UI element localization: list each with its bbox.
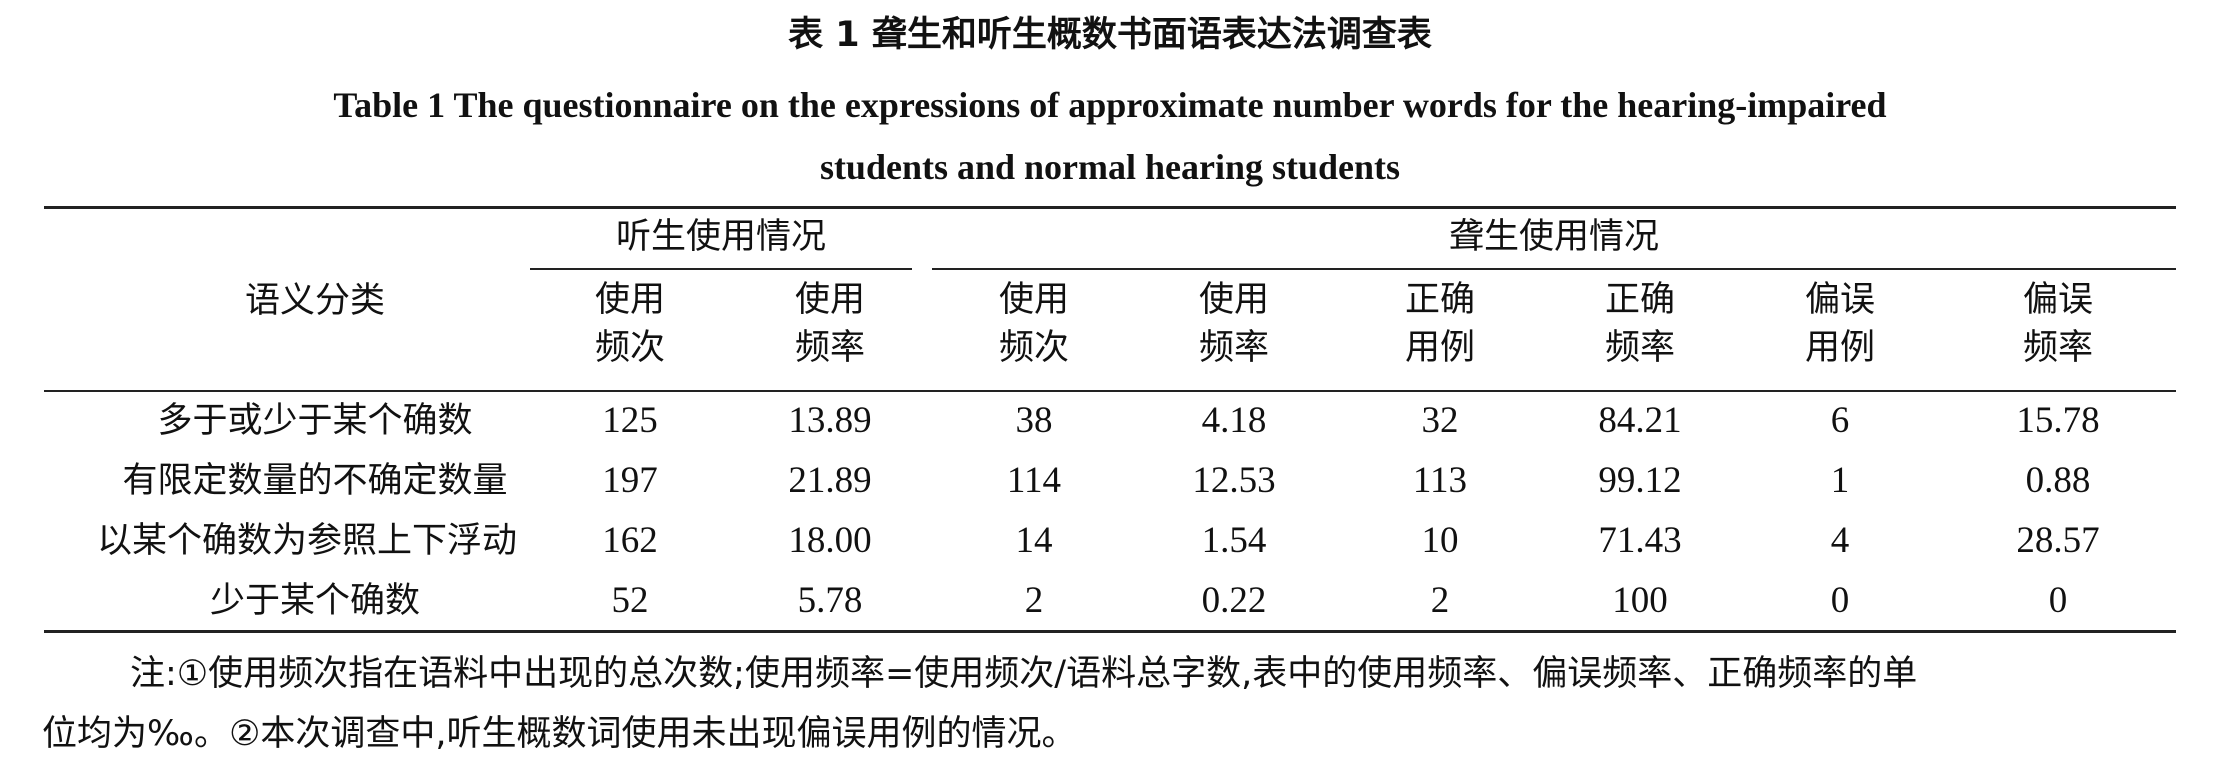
row-label-header: 语义分类 [244, 281, 385, 321]
table-cell: 0 [2048, 580, 2068, 621]
header-bottom-rule [44, 390, 2176, 392]
table-cell: 84.21 [1598, 400, 1682, 441]
table-cell: 13.89 [788, 400, 872, 441]
column-header: 正确 频率 [1540, 276, 1740, 372]
table-cell: 100 [1612, 580, 1668, 621]
column-header-line2: 频次 [998, 328, 1069, 368]
column-header: 偏误 频率 [1958, 276, 2158, 372]
table-cell: 1 [1830, 460, 1850, 501]
column-header-line1: 使用 [594, 280, 665, 320]
table-cell: 114 [1006, 460, 1062, 501]
column-header: 使用 频率 [730, 276, 930, 372]
table-cell: 28.57 [2016, 520, 2100, 561]
column-header-line1: 偏误 [2022, 280, 2093, 320]
column-header: 偏误 用例 [1740, 276, 1940, 372]
column-header-line1: 使用 [998, 280, 1069, 320]
column-header-line1: 正确 [1404, 280, 1475, 320]
column-header-line1: 正确 [1604, 280, 1675, 320]
table-cell: 0.88 [2025, 460, 2091, 501]
table-cell: 5.78 [797, 580, 863, 621]
group-header-deaf: 聋生使用情况 [1448, 217, 1659, 257]
column-header-line1: 使用 [1198, 280, 1269, 320]
column-header-line2: 频率 [1604, 328, 1675, 368]
column-header: 使用 频率 [1134, 276, 1334, 372]
table-cell: 12.53 [1192, 460, 1276, 501]
table-cell: 21.89 [788, 460, 872, 501]
row-label: 有限定数量的不确定数量 [122, 461, 508, 501]
table-title-english: Table 1 The questionnaire on the express… [0, 74, 2220, 198]
table-cell: 99.12 [1598, 460, 1682, 501]
column-header: 使用 频次 [934, 276, 1134, 372]
table-cell: 197 [602, 460, 658, 501]
column-header-line2: 频率 [1198, 328, 1269, 368]
table-note-line1: 注:①使用频次指在语料中出现的总次数;使用频率=使用频次/语料总字数,表中的使用… [130, 654, 1918, 694]
column-header-line2: 频率 [2022, 328, 2093, 368]
table-title-english-line1: Table 1 The questionnaire on the express… [333, 85, 1887, 125]
column-header: 使用 频次 [530, 276, 730, 372]
column-header: 正确 用例 [1340, 276, 1540, 372]
table-cell: 1.54 [1201, 520, 1267, 561]
row-label: 多于或少于某个确数 [157, 401, 473, 441]
table-bottom-rule [44, 630, 2176, 633]
column-header-line2: 频率 [794, 328, 865, 368]
table-cell: 2 [1430, 580, 1450, 621]
table-cell: 18.00 [788, 520, 872, 561]
table-cell: 113 [1412, 460, 1468, 501]
table-cell: 125 [602, 400, 658, 441]
table-cell: 52 [611, 580, 649, 621]
table-cell: 10 [1421, 520, 1459, 561]
table-cell: 4.18 [1201, 400, 1267, 441]
hearing-group-rule [530, 268, 912, 270]
row-label: 以某个确数为参照上下浮动 [96, 521, 517, 561]
table-title-english-line2: students and normal hearing students [819, 147, 1401, 187]
deaf-group-rule [932, 268, 2176, 270]
table-cell: 0 [1830, 580, 1850, 621]
table-cell: 32 [1421, 400, 1459, 441]
column-header-line2: 频次 [594, 328, 665, 368]
column-header-line1: 使用 [794, 280, 865, 320]
table-note-line2: 位均为‰。②本次调查中,听生概数词使用未出现偏误用例的情况。 [42, 714, 1077, 754]
row-label: 少于某个确数 [209, 581, 420, 621]
table-cell: 162 [602, 520, 658, 561]
table-title-chinese: 表 1 聋生和听生概数书面语表达法调查表 [788, 15, 1432, 55]
table-cell: 4 [1830, 520, 1850, 561]
group-header-hearing: 听生使用情况 [615, 217, 826, 257]
column-header-line2: 用例 [1404, 328, 1475, 368]
table-cell: 71.43 [1598, 520, 1682, 561]
table-cell: 38 [1015, 400, 1053, 441]
column-header-line1: 偏误 [1804, 280, 1875, 320]
table-top-rule [44, 206, 2176, 209]
table-cell: 2 [1024, 580, 1044, 621]
column-header-line2: 用例 [1804, 328, 1875, 368]
table-cell: 0.22 [1201, 580, 1267, 621]
table-cell: 14 [1015, 520, 1053, 561]
table-cell: 6 [1830, 400, 1850, 441]
table-cell: 15.78 [2016, 400, 2100, 441]
